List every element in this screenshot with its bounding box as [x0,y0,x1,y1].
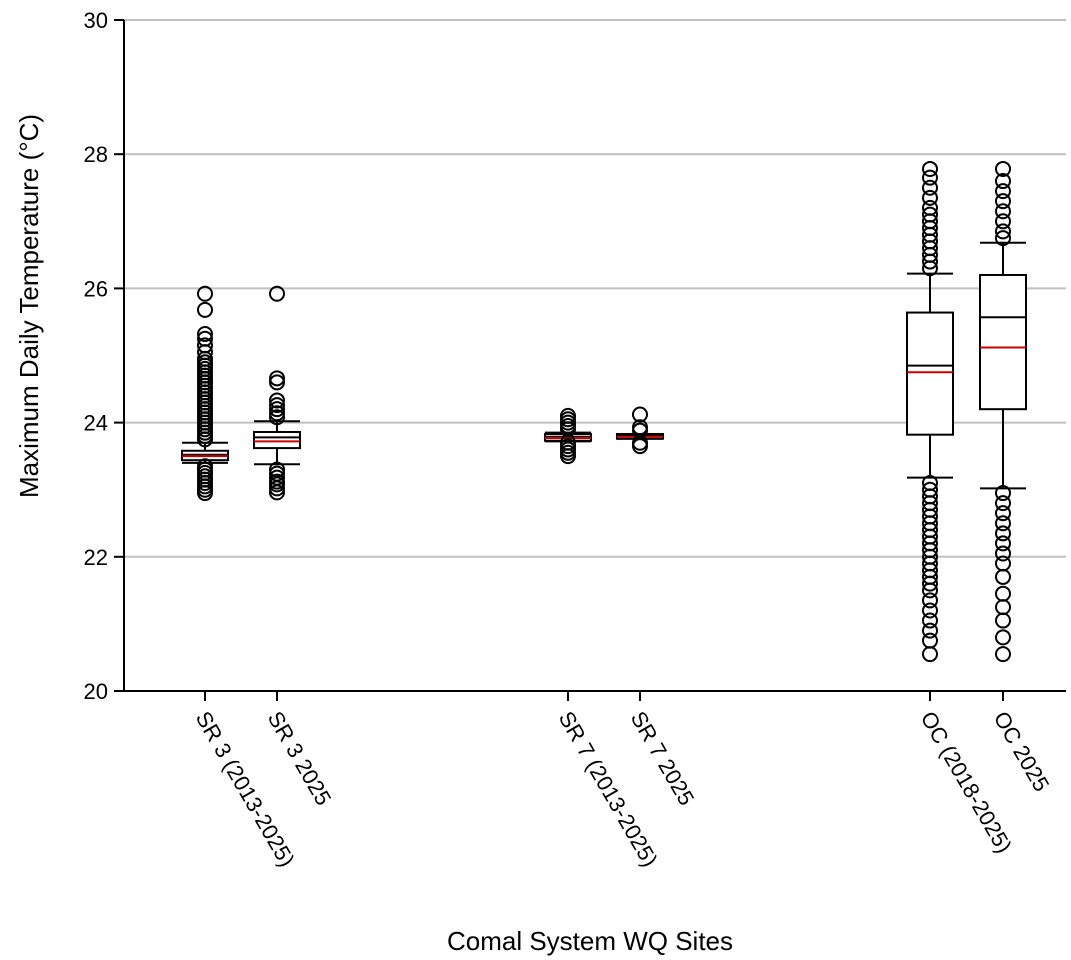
outlier-point [995,213,1011,230]
outlier-point [995,183,1011,200]
outlier-point [922,206,938,223]
outlier-point [922,612,938,629]
outlier-point [922,646,938,663]
outlier-point [995,646,1011,663]
outlier-point [197,330,213,347]
outlier-point [269,392,285,409]
outlier-point [632,419,648,436]
outlier-point [995,525,1011,542]
outlier-point [269,405,285,422]
outlier-point [197,285,213,302]
outlier-point [269,461,285,478]
outlier-point [995,193,1011,210]
outlier-point [995,629,1011,646]
outlier-point [922,622,938,639]
outlier-point [197,337,213,354]
outlier-point [922,592,938,609]
gridlines [124,19,1066,558]
box-group [979,160,1027,663]
y-tick-label: 20 [84,679,108,704]
outlier-point [995,515,1011,532]
y-tick-label: 30 [84,8,108,33]
outlier-point [269,374,285,391]
y-axis-title: Maximum Daily Temperature (°C) [14,114,44,498]
outlier-point [269,465,285,482]
outlier-point [922,474,938,491]
outlier-point [995,568,1011,585]
outlier-point [922,169,938,186]
outlier-point [995,485,1011,502]
y-ticks: 20 22 24 26 28 30 [84,8,124,704]
y-tick-label: 28 [84,142,108,167]
outlier-point [269,397,285,414]
outlier-point [995,535,1011,552]
x-tick-label: OC 2025 [989,707,1055,796]
outlier-point [995,230,1011,247]
outlier-point [269,409,285,426]
outlier-point [269,469,285,486]
box-group [616,406,664,455]
outlier-point [269,285,285,302]
outlier-point [995,555,1011,572]
y-tick-label: 24 [84,411,108,436]
y-tick-label: 22 [84,545,108,570]
outlier-point [995,203,1011,220]
x-axis-title: Comal System WQ Sites [447,926,733,956]
outlier-point [197,458,213,475]
outlier-point [632,438,648,455]
box [253,430,301,450]
outlier-point [995,585,1011,602]
outlier-point [197,326,213,343]
x-ticks: SR 3 (2013-2025)SR 3 2025 SR 7 (2013-2025… [191,691,1055,871]
x-tick-label: SR 7 2025 [626,707,700,810]
axes [123,20,1066,692]
outlier-point [922,189,938,206]
outlier-point [922,602,938,619]
box [979,273,1027,411]
outlier-point [995,160,1011,177]
y-tick-label: 26 [84,276,108,301]
outlier-point [269,401,285,418]
outlier-point [922,179,938,196]
outlier-point [995,223,1011,240]
outlier-point [995,173,1011,190]
x-tick-label: SR 3 2025 [263,707,337,810]
outlier-point [995,495,1011,512]
outlier-point [922,199,938,216]
outlier-point [922,632,938,649]
outlier-point [922,481,938,498]
outlier-point [995,505,1011,522]
outlier-point [197,301,213,318]
box-group [906,160,954,663]
box [906,311,954,436]
outlier-point [995,599,1011,616]
box-group [253,285,301,501]
outlier-point [922,160,938,177]
outlier-point [269,473,285,490]
outlier-point [560,407,576,424]
outlier-point [632,434,648,451]
box-group [544,407,592,465]
outlier-point [632,406,648,423]
outlier-point [269,370,285,387]
box-group [181,285,229,502]
outlier-point [995,612,1011,629]
outlier-point [995,545,1011,562]
box-series [181,160,1027,663]
